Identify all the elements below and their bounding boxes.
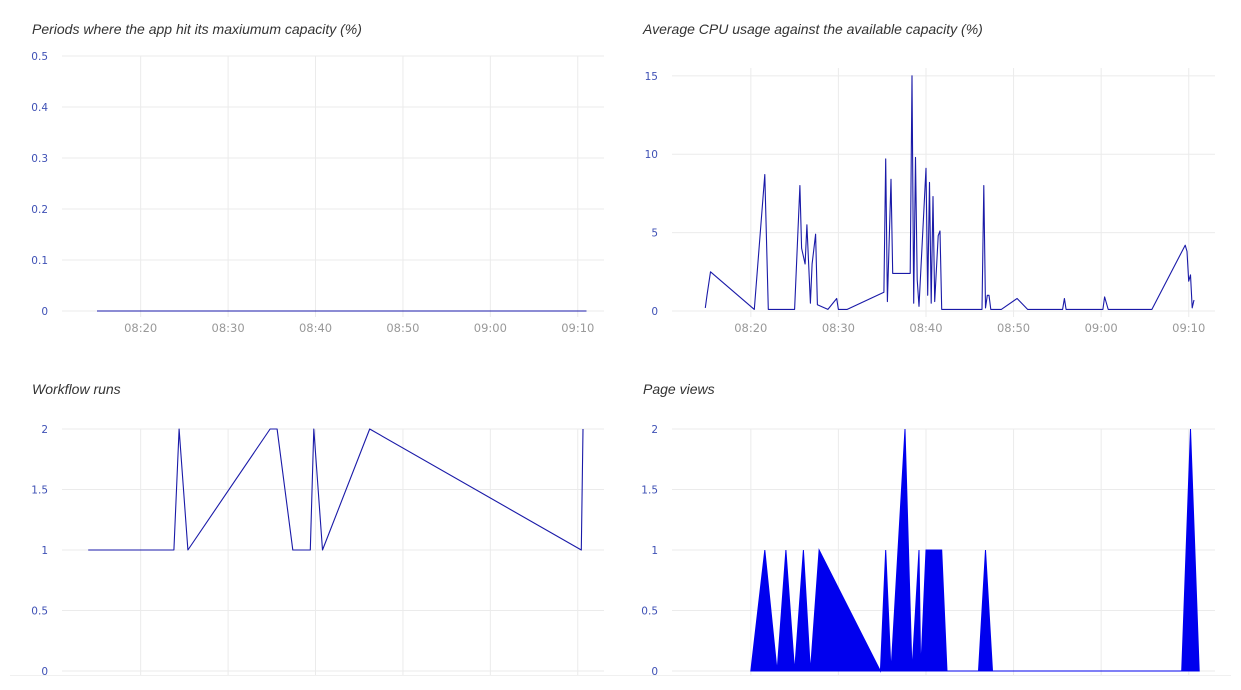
y-tick-label-page-views: 0 bbox=[651, 666, 658, 678]
series-line-cpu bbox=[704, 75, 1195, 310]
x-tick-label-cpu: 08:50 bbox=[997, 321, 1030, 335]
x-tick-label-capacity: 08:50 bbox=[386, 321, 419, 335]
series-line-workflow-runs bbox=[88, 428, 584, 551]
y-tick-label-cpu: 10 bbox=[645, 149, 658, 161]
x-tick-label-cpu: 08:20 bbox=[734, 321, 767, 335]
chart-title-page-views: Page views bbox=[643, 381, 715, 397]
y-tick-label-workflow-runs: 0 bbox=[41, 666, 48, 678]
y-tick-label-capacity: 0.2 bbox=[31, 204, 48, 216]
x-tick-label-capacity: 09:00 bbox=[474, 321, 507, 335]
chart-title-cpu: Average CPU usage against the available … bbox=[643, 21, 983, 37]
bottom-divider bbox=[10, 675, 1231, 676]
y-tick-label-capacity: 0.4 bbox=[31, 102, 48, 114]
x-tick-label-capacity: 08:40 bbox=[299, 321, 332, 335]
y-tick-label-capacity: 0 bbox=[41, 306, 48, 318]
y-tick-label-workflow-runs: 2 bbox=[41, 424, 48, 436]
x-tick-label-cpu: 09:10 bbox=[1172, 321, 1205, 335]
x-tick-label-capacity: 09:10 bbox=[561, 321, 594, 335]
chart-title-capacity: Periods where the app hit its maxiumum c… bbox=[32, 21, 362, 37]
y-tick-label-page-views: 2 bbox=[651, 424, 658, 436]
y-tick-label-workflow-runs: 1 bbox=[41, 545, 48, 557]
y-tick-label-page-views: 1 bbox=[651, 545, 658, 557]
y-tick-label-workflow-runs: 1.5 bbox=[31, 485, 48, 497]
y-tick-label-capacity: 0.3 bbox=[31, 153, 48, 165]
y-tick-label-cpu: 15 bbox=[645, 71, 658, 83]
y-tick-label-cpu: 0 bbox=[651, 306, 658, 318]
series-area-page-views bbox=[750, 428, 1200, 673]
x-tick-label-capacity: 08:20 bbox=[124, 321, 157, 335]
x-tick-label-cpu: 08:30 bbox=[822, 321, 855, 335]
y-tick-label-capacity: 0.1 bbox=[31, 255, 48, 267]
chart-title-workflow-runs: Workflow runs bbox=[32, 381, 121, 397]
x-tick-label-cpu: 09:00 bbox=[1085, 321, 1118, 335]
x-tick-label-cpu: 08:40 bbox=[909, 321, 942, 335]
x-tick-label-capacity: 08:30 bbox=[212, 321, 245, 335]
y-tick-label-page-views: 0.5 bbox=[641, 606, 658, 618]
y-tick-label-cpu: 5 bbox=[651, 228, 658, 240]
y-tick-label-capacity: 0.5 bbox=[31, 51, 48, 63]
y-tick-label-page-views: 1.5 bbox=[641, 485, 658, 497]
y-tick-label-workflow-runs: 0.5 bbox=[31, 606, 48, 618]
